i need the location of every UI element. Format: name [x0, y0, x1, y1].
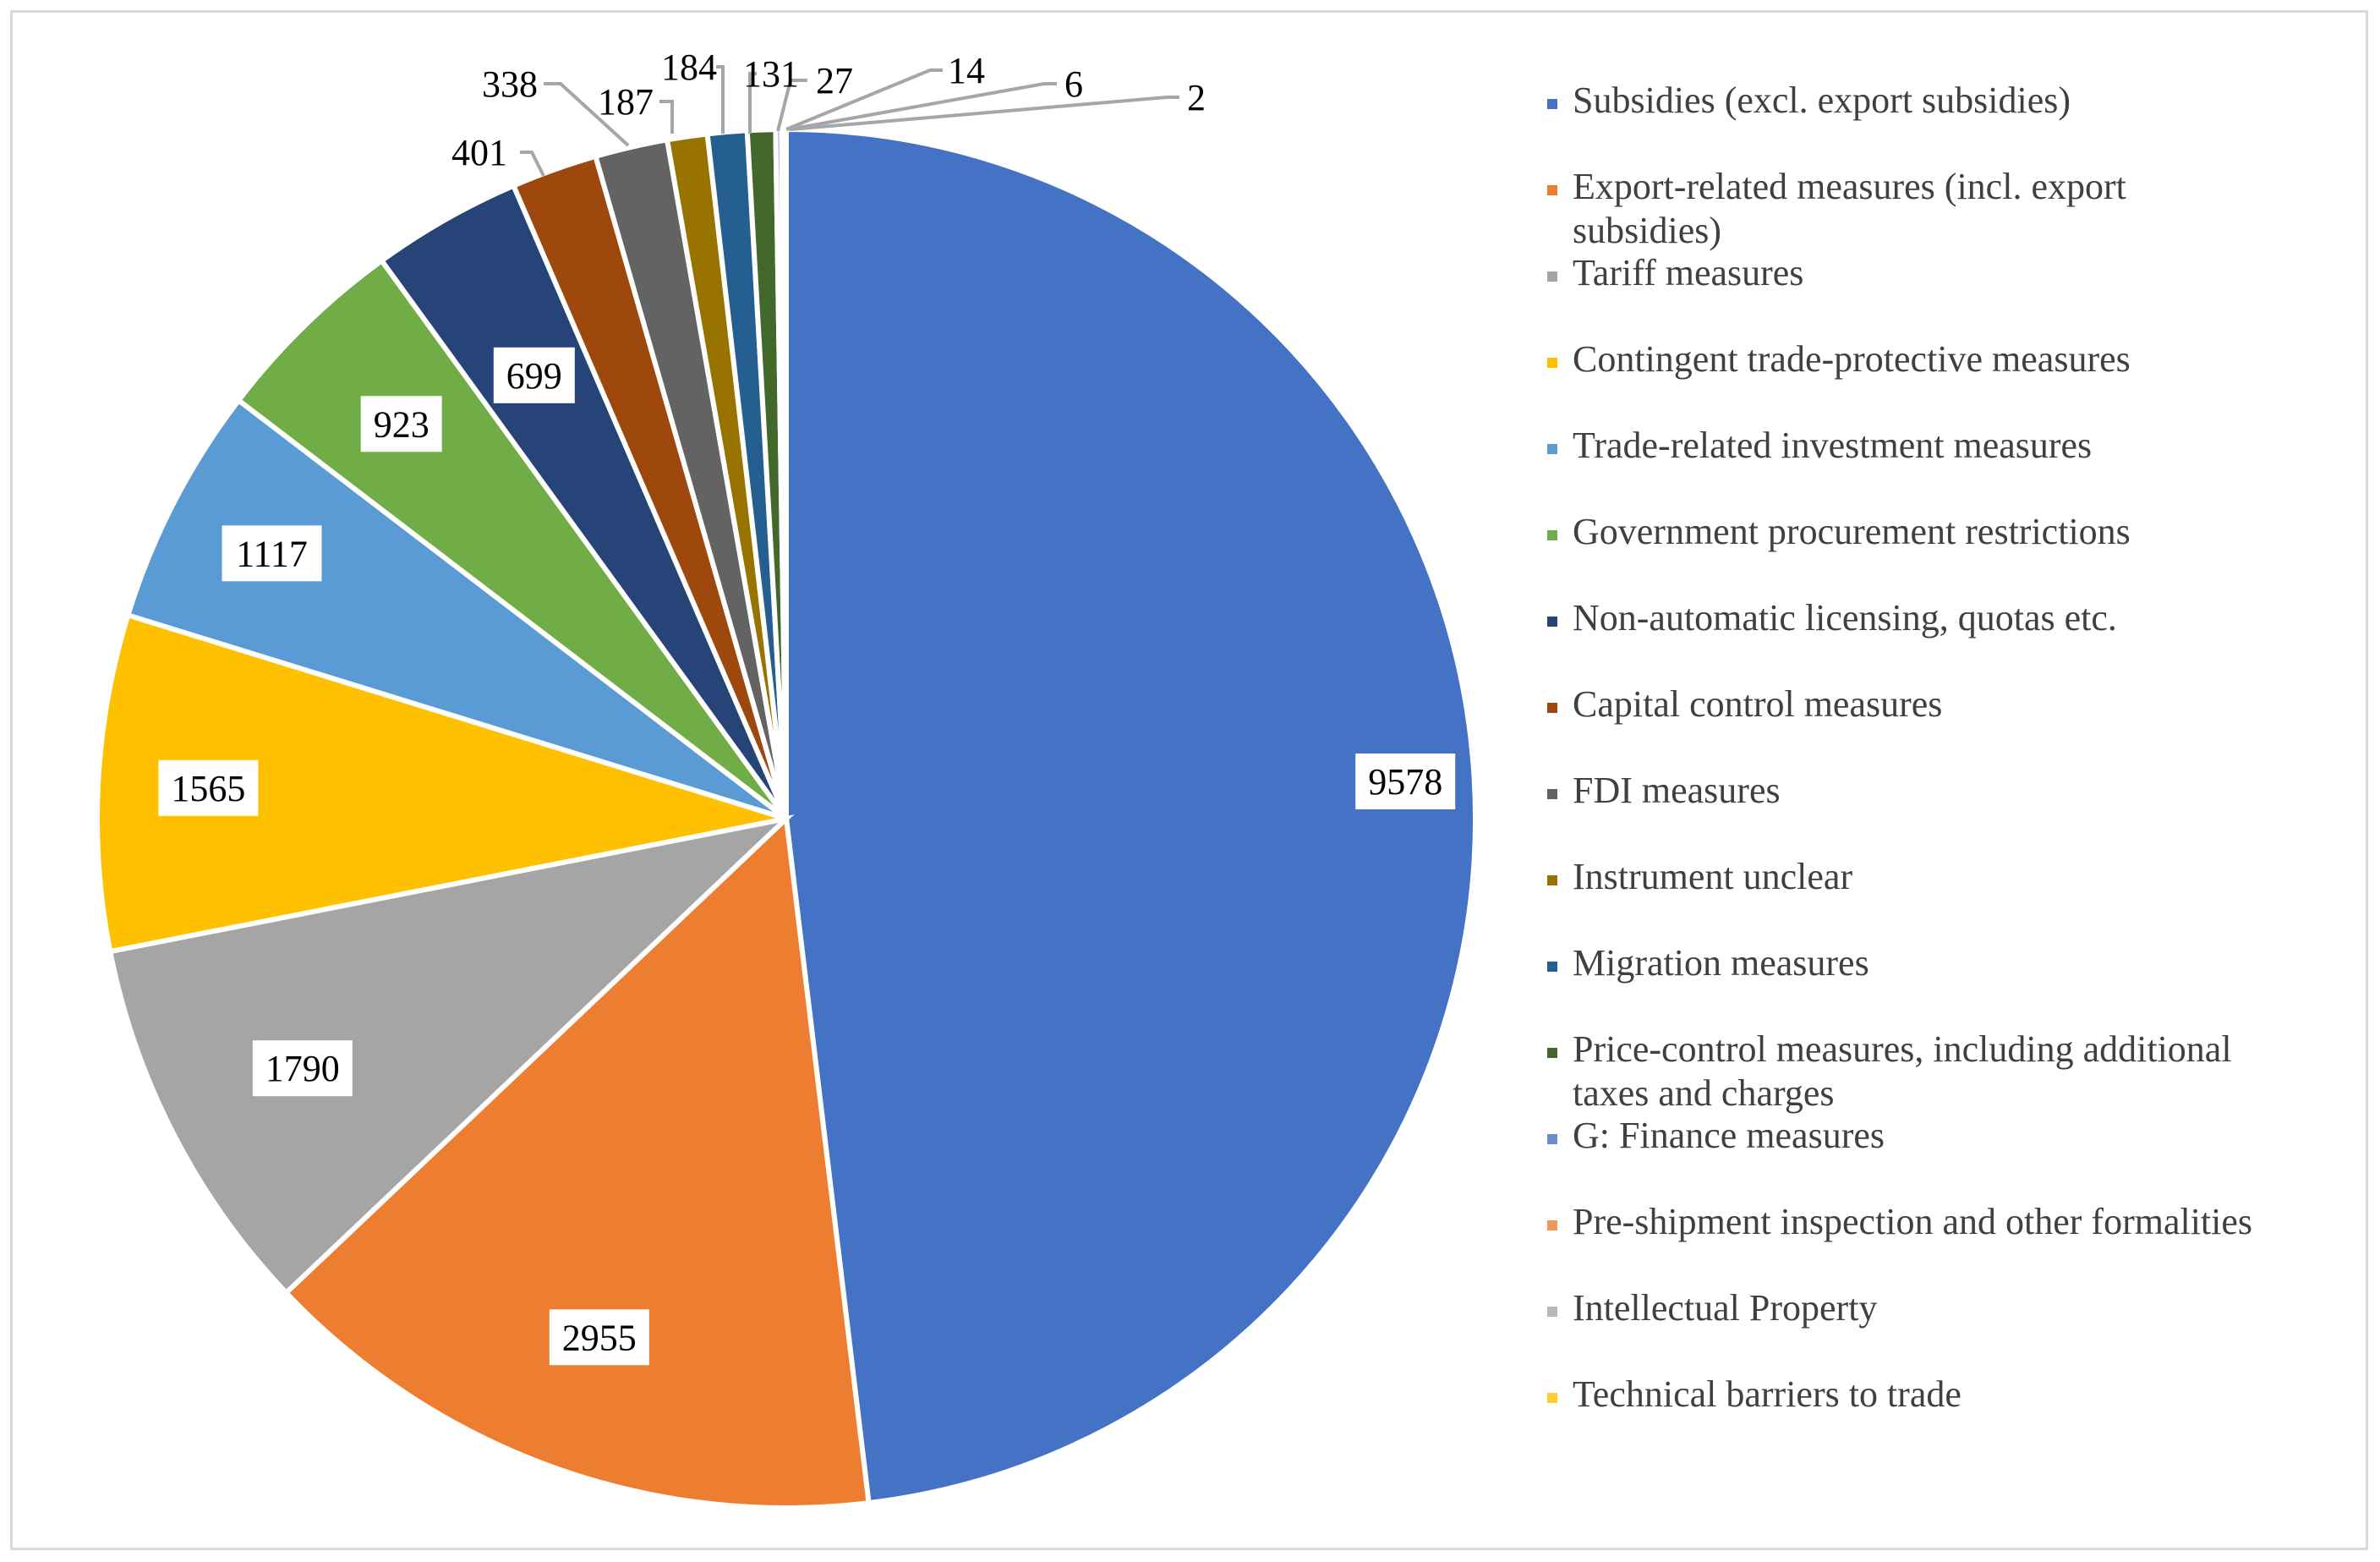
legend-label: Contingent trade-protective measures [1573, 338, 2131, 380]
legend-swatch [1547, 703, 1557, 713]
legend-item-non-automatic-licensing-quotas-etc: Non-automatic licensing, quotas etc. [1547, 597, 2117, 639]
legend-swatch [1547, 962, 1557, 972]
data-label-instrument-unclear: 187 [598, 81, 654, 123]
data-label-box [252, 1040, 353, 1097]
legend-swatch [1547, 444, 1557, 454]
legend-label: G: Finance measures [1573, 1115, 1885, 1156]
legend-item-technical-barriers-to-trade: Technical barriers to trade [1547, 1373, 1961, 1415]
data-label-trade-related-investment-measures: 1117 [236, 533, 308, 574]
legend-swatch [1547, 1048, 1557, 1058]
legend-label: Instrument unclear [1573, 856, 1852, 897]
data-label-box [493, 347, 575, 403]
chart-frame: 9578 2955 1790 1565 1117 923 699 401 338 187 184 13… [10, 10, 2368, 1550]
legend-item-migration-measures: Migration measures [1547, 942, 1869, 984]
pie-slice-subsidies-excl-export-subsidies [784, 126, 1479, 1506]
data-label-box [360, 396, 442, 452]
legend-swatch [1547, 617, 1557, 627]
data-label-fdi-measures: 338 [482, 63, 538, 105]
data-label-subsidies-excl-export-subsidies: 9578 [1368, 761, 1442, 803]
legend-item-government-procurement-restrictions: Government procurement restrictions [1547, 511, 2131, 552]
legend-item-export-related-measures-incl-export-subsidies: Export-related measures (incl. exportsub… [1547, 166, 2126, 251]
data-label-box [158, 759, 259, 816]
leader-line-fdi-measures [544, 82, 630, 147]
data-label-technical-barriers-to-trade: 2 [1187, 77, 1206, 118]
legend-item-pre-shipment-inspection-and-other-formalities: Pre-shipment inspection and other formal… [1547, 1201, 2252, 1242]
legend-label: Tariff measures [1573, 252, 1803, 293]
legend-label: subsidies) [1573, 210, 1721, 251]
legend-swatch [1547, 789, 1557, 799]
legend-label: Price-control measures, including additi… [1573, 1028, 2232, 1070]
data-label-contingent-trade-protective-measures: 1565 [171, 768, 245, 809]
data-label-box [222, 525, 322, 582]
pie-slice-trade-related-investment-measures [124, 397, 788, 821]
legend: Subsidies (excl. export subsidies) Export… [1547, 79, 2252, 1415]
legend-label: Export-related measures (incl. export [1573, 166, 2126, 207]
pie-slice-technical-barriers-to-trade [783, 126, 789, 819]
data-label-g-finance-measures: 27 [816, 60, 853, 101]
legend-swatch [1547, 875, 1557, 885]
leader-line-capital-control-measures [520, 151, 545, 177]
pie-slice-export-related-measures-incl-export-subsidies [282, 813, 872, 1510]
legend-item-tariff-measures: Tariff measures [1547, 252, 1803, 293]
legend-item-price-control-measures-including-additional-taxes-and-charges: Price-control measures, including additi… [1547, 1028, 2232, 1114]
legend-swatch [1547, 1393, 1557, 1403]
legend-item-fdi-measures: FDI measures [1547, 770, 1781, 811]
data-label-tariff-measures: 1790 [265, 1048, 340, 1089]
data-label-non-automatic-licensing-quotas-etc: 699 [506, 355, 562, 397]
leader-line-price-control-measures-including-additional-taxes-and-charges [748, 72, 757, 134]
data-label-box [549, 1309, 649, 1366]
pie-slices [95, 126, 1479, 1510]
legend-label: Intellectual Property [1573, 1287, 1877, 1329]
legend-item-instrument-unclear: Instrument unclear [1547, 856, 1852, 897]
legend-item-trade-related-investment-measures: Trade-related investment measures [1547, 425, 2092, 466]
pie-slice-tariff-measures [107, 814, 795, 1296]
legend-label: Trade-related investment measures [1573, 425, 2092, 466]
leader-line-intellectual-property [788, 82, 1057, 131]
data-label-pre-shipment-inspection-and-other-formalities: 14 [948, 50, 985, 91]
legend-swatch [1547, 1307, 1557, 1317]
legend-label: FDI measures [1573, 770, 1781, 811]
leader-line-migration-measures [716, 65, 725, 134]
data-label-box [1355, 754, 1456, 809]
legend-swatch [1547, 358, 1557, 368]
legend-label: Capital control measures [1573, 683, 1942, 725]
leader-lines [520, 65, 1179, 177]
data-label-price-control-measures-including-additional-taxes-and-charges: 131 [743, 53, 799, 95]
legend-item-subsidies-excl-export-subsidies: Subsidies (excl. export subsidies) [1547, 79, 2071, 121]
legend-swatch [1547, 185, 1557, 195]
legend-swatch [1547, 1220, 1557, 1230]
legend-swatch [1547, 271, 1557, 282]
data-label-export-related-measures-incl-export-subsidies: 2955 [562, 1317, 637, 1358]
legend-label: Technical barriers to trade [1573, 1373, 1961, 1415]
legend-label: Non-automatic licensing, quotas etc. [1573, 597, 2117, 639]
legend-item-intellectual-property: Intellectual Property [1547, 1287, 1877, 1329]
leader-line-technical-barriers-to-trade [790, 96, 1179, 131]
pie-slice-contingent-trade-protective-measures [95, 611, 787, 955]
legend-label: Government procurement restrictions [1573, 511, 2131, 552]
legend-label: Subsidies (excl. export subsidies) [1573, 79, 2071, 121]
leader-line-instrument-unclear [659, 100, 674, 134]
legend-item-g-finance-measures: G: Finance measures [1547, 1115, 1885, 1156]
leader-line-pre-shipment-inspection-and-other-formalities [785, 69, 943, 131]
data-label-migration-measures: 184 [661, 47, 717, 88]
data-label-intellectual-property: 6 [1064, 63, 1083, 105]
legend-label: Pre-shipment inspection and other formal… [1573, 1201, 2252, 1242]
legend-swatch [1547, 99, 1557, 109]
data-label-government-procurement-restrictions: 923 [374, 403, 429, 445]
legend-label: Migration measures [1573, 942, 1869, 984]
data-label-capital-control-measures: 401 [451, 132, 507, 173]
legend-item-capital-control-measures: Capital control measures [1547, 683, 1942, 725]
legend-swatch [1547, 530, 1557, 540]
legend-swatch [1547, 1134, 1557, 1144]
legend-label: taxes and charges [1573, 1072, 1835, 1114]
legend-item-contingent-trade-protective-measures: Contingent trade-protective measures [1547, 338, 2131, 380]
leader-line-g-finance-measures [776, 79, 807, 132]
